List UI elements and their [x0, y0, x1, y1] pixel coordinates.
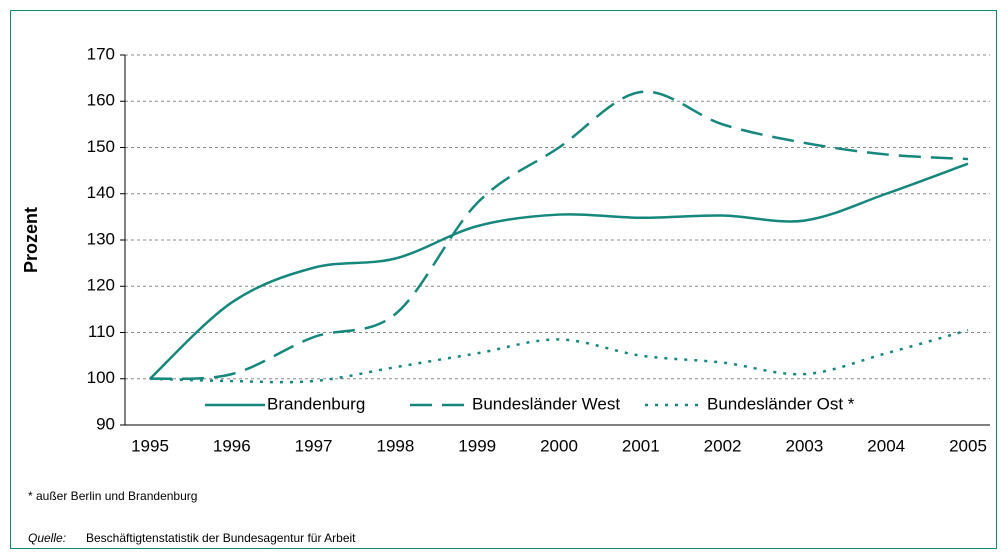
- y-axis-label: Prozent: [21, 207, 41, 273]
- x-tick-label: 2003: [785, 436, 823, 455]
- x-tick-label: 1996: [213, 436, 251, 455]
- y-tick-label: 110: [88, 322, 115, 341]
- y-tick-label: 90: [96, 414, 115, 433]
- x-tick-label: 2005: [949, 436, 987, 455]
- x-tick-label: 1999: [458, 436, 496, 455]
- frame: [10, 10, 997, 549]
- y-tick-label: 130: [87, 229, 115, 248]
- legend-label: Bundesländer Ost *: [707, 394, 855, 413]
- x-tick-label: 2000: [540, 436, 578, 455]
- x-tick-label: 1998: [376, 436, 414, 455]
- series-line: [149, 328, 969, 384]
- series-line: [149, 90, 969, 381]
- y-tick-label: 170: [87, 44, 115, 63]
- x-tick-label: 2004: [867, 436, 905, 455]
- footnote: * außer Berlin und Brandenburg: [28, 489, 197, 503]
- x-tick-label: 2002: [704, 436, 742, 455]
- legend-box: [195, 393, 910, 417]
- x-tick-label: 1995: [131, 436, 169, 455]
- y-tick-label: 140: [87, 183, 115, 202]
- legend-label: Brandenburg: [267, 394, 365, 413]
- x-tick-label: 2001: [622, 436, 660, 455]
- x-tick-label: 1997: [295, 436, 333, 455]
- source: Beschäftigtenstatistik der Bundesagentur…: [86, 531, 356, 545]
- legend-label: Bundesländer West: [472, 394, 620, 413]
- series-line: [149, 162, 969, 380]
- y-tick-label: 160: [87, 91, 115, 110]
- y-tick-label: 100: [87, 368, 115, 387]
- y-tick-label: 150: [87, 137, 115, 156]
- source-label: Quelle:: [28, 531, 66, 545]
- y-tick-label: 120: [87, 276, 115, 295]
